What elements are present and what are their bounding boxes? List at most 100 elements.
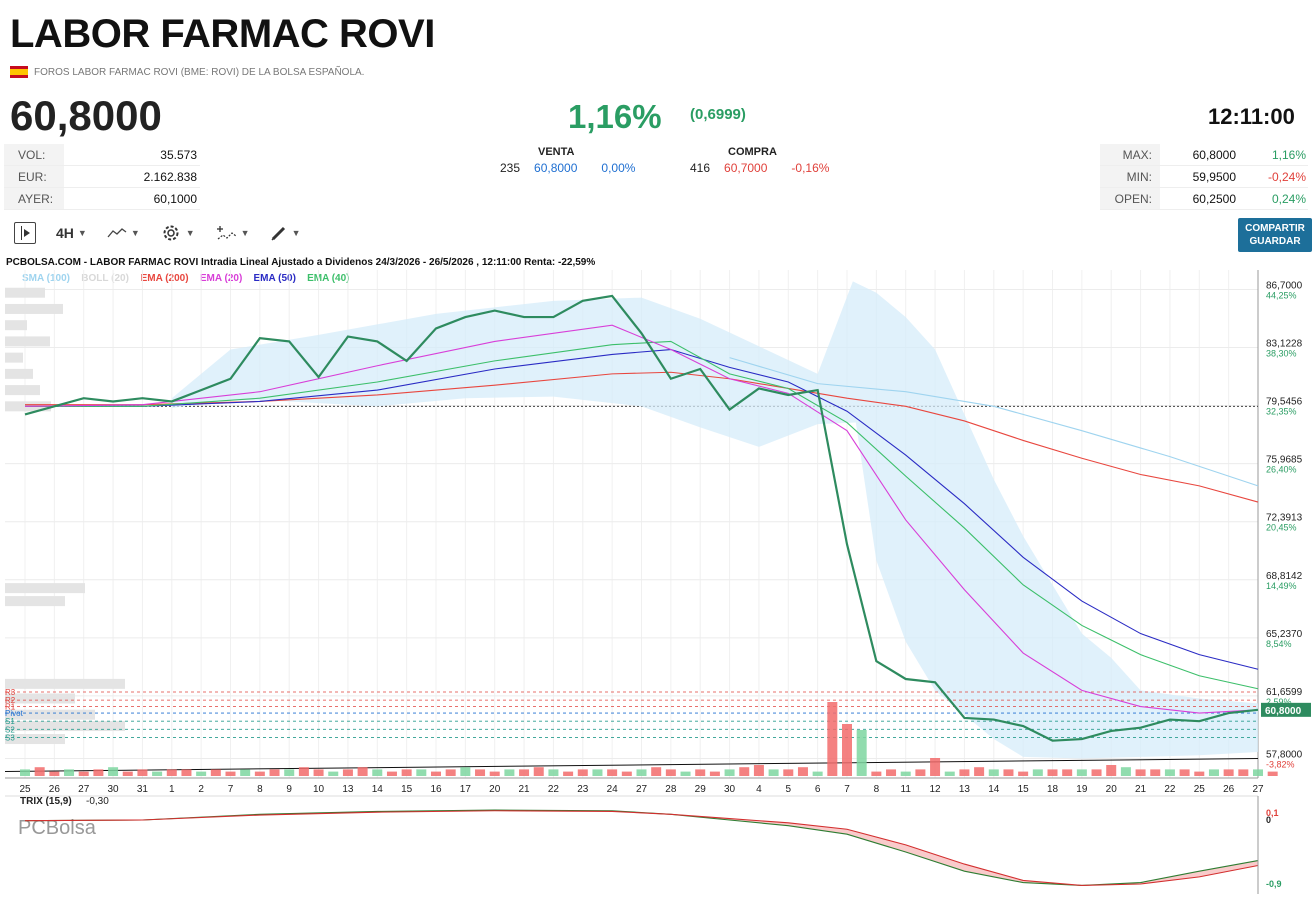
y-tick-label: 83,1228 xyxy=(1266,339,1303,350)
price-chart[interactable]: PCBOLSA.COM - LABOR FARMAC ROVI Intradia… xyxy=(0,254,1313,898)
y-tick-pct: 26,40% xyxy=(1266,465,1297,475)
x-tick-label: 2 xyxy=(198,784,204,795)
indicators-dropdown[interactable]: ▼ xyxy=(211,221,254,245)
chevron-down-icon: ▼ xyxy=(240,228,250,238)
volume-bar xyxy=(504,769,515,776)
buy-price: 60,7000 xyxy=(724,161,768,175)
stat-value: 60,2500 xyxy=(1192,191,1236,206)
volume-bar xyxy=(298,767,309,776)
buy-pct: -0,16% xyxy=(791,161,830,175)
y-tick-label: 57,8000 xyxy=(1266,750,1303,761)
drawing-tools-dropdown[interactable]: ▼ xyxy=(266,221,305,245)
volume-bar xyxy=(152,771,163,776)
chart-title: PCBOLSA.COM - LABOR FARMAC ROVI Intradia… xyxy=(6,257,595,268)
buy-label: COMPRA xyxy=(728,146,777,158)
interval-dropdown[interactable]: 4H ▼ xyxy=(52,221,91,245)
y-tick-pct: 32,35% xyxy=(1266,407,1297,417)
volume-bar xyxy=(753,765,764,776)
chart-series xyxy=(24,294,1259,742)
volume-bar xyxy=(342,769,353,776)
x-tick-label: 27 xyxy=(636,784,648,795)
volume-bars xyxy=(5,702,1278,779)
stat-label: MAX: xyxy=(1100,144,1160,165)
stat-volume: VOL: 35.573 xyxy=(4,144,200,166)
profile-bar xyxy=(5,320,27,331)
buy-block: COMPRA 416 60,7000 -0,16% xyxy=(690,146,829,175)
volume-bar xyxy=(988,769,999,776)
profile-bar xyxy=(5,596,65,607)
stat-label: MIN: xyxy=(1100,166,1160,187)
stat-value: 59,9500 xyxy=(1192,169,1236,184)
volume-bar xyxy=(475,769,486,776)
x-tick-label: 7 xyxy=(844,784,850,795)
change-absolute: (0,6999) xyxy=(690,106,746,123)
series-line xyxy=(24,294,1259,742)
line-chart-icon xyxy=(107,228,127,238)
x-tick-label: 8 xyxy=(874,784,880,795)
volume-bar xyxy=(1135,769,1146,776)
x-tick-label: 30 xyxy=(108,784,120,795)
y-tick-pct: 8,54% xyxy=(1266,639,1292,649)
bollinger-fill xyxy=(171,281,1258,759)
volume-bar xyxy=(1106,765,1117,776)
volume-bar xyxy=(959,769,970,776)
settings-dropdown[interactable]: ▼ xyxy=(156,221,199,245)
x-tick-label: 21 xyxy=(1135,784,1147,795)
stat-open: OPEN: 60,2500 0,24% xyxy=(1100,188,1308,210)
change-percent: 1,16% xyxy=(568,98,662,135)
trix-tick-label: -0,9 xyxy=(1266,879,1282,889)
profile-bar xyxy=(5,721,125,732)
volume-bar xyxy=(328,771,339,776)
pivot-label: R2 xyxy=(5,696,16,705)
chart-type-dropdown[interactable]: ▼ xyxy=(103,221,144,245)
volume-bar xyxy=(1018,771,1029,776)
profile-bar xyxy=(5,583,85,594)
volume-bar xyxy=(1076,769,1087,776)
series-line xyxy=(25,348,1259,670)
volume-bar xyxy=(357,767,368,776)
volume-bar xyxy=(900,771,911,776)
indicator-value: -0,30 xyxy=(86,796,109,807)
stat-label: VOL: xyxy=(4,144,64,165)
forum-subtitle[interactable]: FOROS LABOR FARMAC ROVI (BME: ROVI) DE L… xyxy=(10,66,364,78)
x-tick-label: 20 xyxy=(489,784,501,795)
volume-bar xyxy=(519,769,530,776)
series-line xyxy=(25,340,1259,690)
trix-fill xyxy=(25,810,1258,886)
volume-bar xyxy=(284,769,295,776)
volume-bar xyxy=(49,771,60,776)
volume-bar xyxy=(930,758,941,776)
volume-bar xyxy=(563,771,574,776)
volume-bar xyxy=(680,771,691,776)
chart-toolbar: 4H ▼ ▼ ▼ ▼ ▼ xyxy=(10,220,305,246)
pivot-label: S1 xyxy=(5,717,15,726)
volume-bar xyxy=(1253,769,1263,776)
volume-bar xyxy=(1003,769,1014,776)
x-tick-label: 10 xyxy=(313,784,325,795)
stat-yesterday: AYER: 60,1000 xyxy=(4,188,200,210)
volume-bar xyxy=(1194,771,1205,776)
legend-item: SMA (100) xyxy=(22,273,70,284)
chevron-down-icon: ▼ xyxy=(77,228,87,238)
x-tick-label: 31 xyxy=(137,784,149,795)
spain-flag-icon xyxy=(10,66,28,78)
save-label: GUARDAR xyxy=(1249,236,1301,247)
volume-bar xyxy=(108,767,119,776)
x-tick-label: 13 xyxy=(959,784,971,795)
x-tick-label: 11 xyxy=(901,784,912,795)
panel-toggle-button[interactable] xyxy=(10,221,40,245)
volume-bar xyxy=(489,771,500,776)
volume-bar xyxy=(225,771,236,776)
volume-bar xyxy=(577,769,588,776)
chevron-down-icon: ▼ xyxy=(130,228,140,238)
share-save-button[interactable]: COMPARTIR GUARDAR xyxy=(1238,218,1312,252)
x-axis: 25 26 27 30 31 1 2 7 8 9 10 13 14 15 16 17 20 21 22 23 24 27 2… xyxy=(19,784,1264,795)
trix-panel: TRIX (15,9) -0,30 PCBolsa 0,10 -0,9 xyxy=(5,795,1282,894)
x-tick-label: 18 xyxy=(1047,784,1059,795)
x-tick-label: 6 xyxy=(815,784,821,795)
volume-bar xyxy=(592,769,603,776)
volume-bar xyxy=(709,771,720,776)
quote-time: 12:11:00 xyxy=(1208,104,1295,129)
stat-pct: -0,24% xyxy=(1267,169,1306,184)
